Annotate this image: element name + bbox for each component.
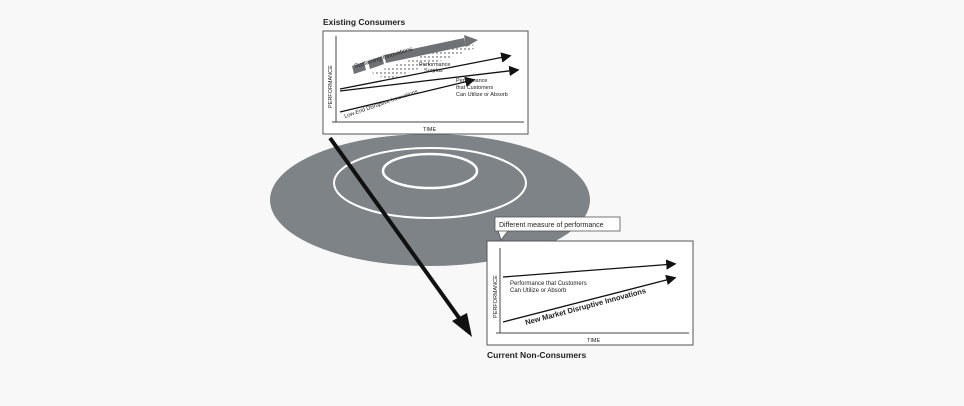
non-consumers-panel: PERFORMANCE TIME Performance that Custom… — [486, 240, 694, 360]
x-axis-label: TIME — [587, 338, 600, 344]
performance-surplus-area — [372, 40, 476, 80]
panel-title: Existing Consumers — [323, 17, 405, 27]
customer-label-1: Performance — [456, 78, 488, 84]
y-axis-label: PERFORMANCE — [493, 275, 499, 318]
surplus-label-2: Surplus — [424, 68, 443, 74]
movement-arrow — [328, 136, 472, 337]
panel-frame — [486, 240, 694, 346]
inner-ring — [381, 152, 479, 190]
surplus-label-1: Performance — [419, 62, 451, 68]
existing-consumers-panel: Existing Consumers PERFORMANCE TIME Sust… — [322, 17, 529, 135]
customer-label-3: Can Utilize or Absorb — [456, 92, 508, 98]
customer-label-2: that Customers — [456, 85, 494, 91]
customer-label-2: Can Utilize or Absorb — [510, 288, 567, 294]
x-axis-label: TIME — [423, 127, 436, 133]
low-end-line — [339, 76, 476, 113]
callout: Different measure of performance — [494, 216, 621, 241]
sustaining-innovations-bar — [352, 35, 478, 74]
customer-label-1: Performance that Customers — [510, 281, 587, 287]
new-market-line — [502, 274, 677, 323]
y-axis-label: PERFORMANCE — [328, 65, 334, 108]
panel-title: Current Non-Consumers — [487, 350, 586, 360]
customer-demand-line — [502, 259, 677, 278]
middle-ring — [333, 147, 527, 219]
sustaining-trend-line — [339, 52, 512, 90]
customer-demand-line — [339, 65, 520, 92]
callout-text: Different measure of performance — [499, 222, 604, 229]
